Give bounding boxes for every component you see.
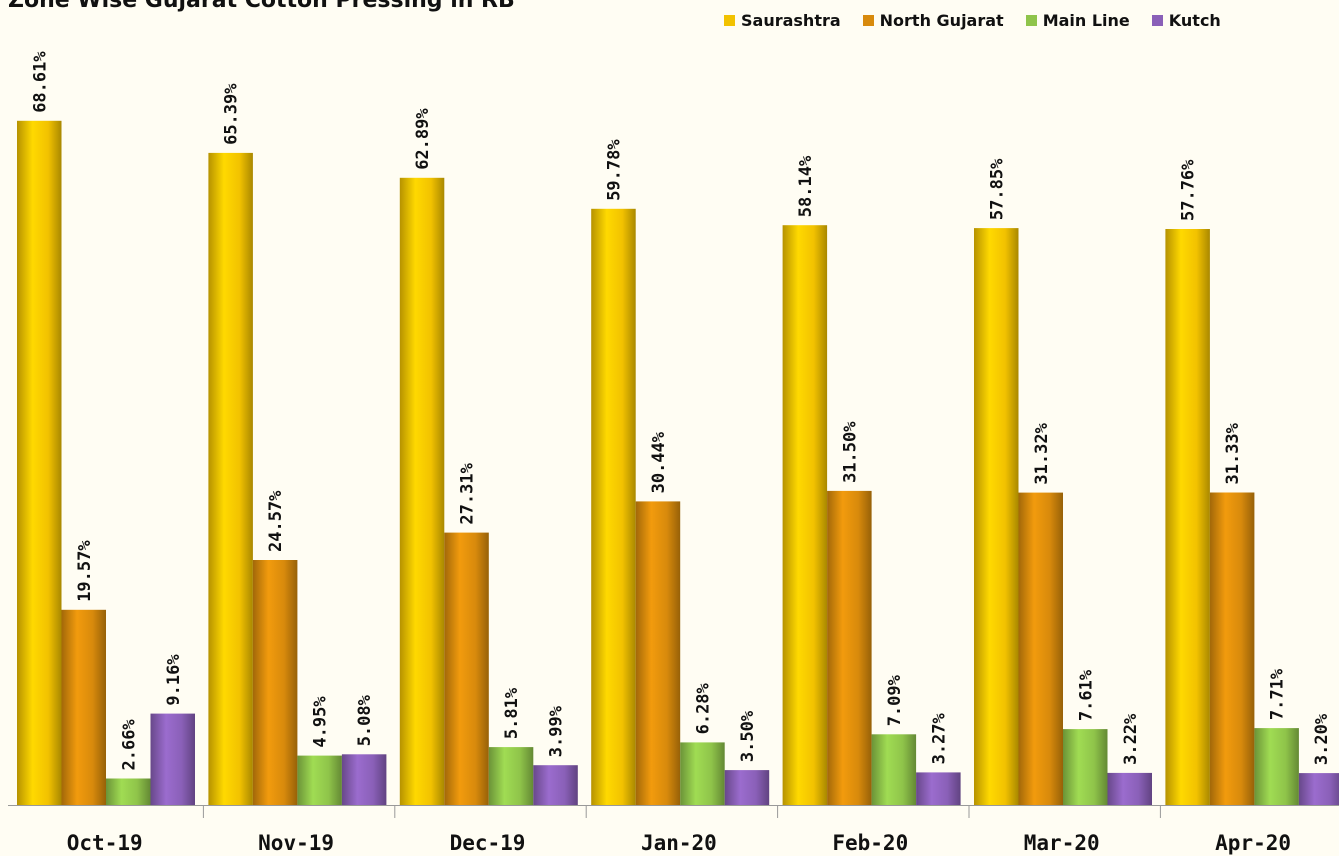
legend-item-kutch: Kutch [1151,11,1221,30]
bar-saurashtra-oct-19 [17,120,62,806]
data-label-main-line-oct-19: 2.66% [119,719,139,771]
data-label-main-line-nov-19: 4.95% [311,696,331,748]
x-tick-label-feb-20: Feb-20 [832,831,908,855]
bar-kutch-dec-19 [533,765,578,805]
bar-saurashtra-mar-20 [974,228,1019,806]
bar-main-line-jan-20 [680,742,725,805]
bar-kutch-jan-20 [724,770,770,805]
bar-kutch-feb-20 [916,772,961,805]
data-label-kutch-mar-20: 3.22% [1121,713,1141,765]
data-label-north-gujarat-mar-20: 31.32% [1032,422,1052,484]
data-label-kutch-feb-20: 3.27% [929,712,949,764]
data-label-north-gujarat-nov-19: 24.57% [266,490,286,552]
x-tick-label-nov-19: Nov-19 [258,831,334,855]
data-label-main-line-jan-20: 6.28% [694,682,714,734]
bar-kutch-apr-20 [1298,773,1339,805]
bar-north-gujarat-feb-20 [827,490,872,805]
data-label-kutch-oct-19: 9.16% [164,654,184,706]
data-label-main-line-dec-19: 5.81% [502,687,522,739]
data-label-north-gujarat-apr-20: 31.33% [1223,422,1243,484]
legend-item-north-gujarat: North Gujarat [862,11,1004,30]
data-label-saurashtra-jan-20: 59.78% [605,139,625,201]
data-label-main-line-apr-20: 7.71% [1268,668,1288,720]
data-label-saurashtra-dec-19: 62.89% [413,108,433,170]
x-tick-label-mar-20: Mar-20 [1024,831,1100,855]
data-label-north-gujarat-jan-20: 30.44% [649,431,669,493]
bar-kutch-nov-19 [341,754,387,805]
bar-main-line-oct-19 [106,778,151,805]
bar-saurashtra-apr-20 [1165,229,1210,805]
bar-north-gujarat-nov-19 [252,560,298,805]
bar-saurashtra-dec-19 [399,177,445,806]
bar-north-gujarat-jan-20 [635,501,681,805]
data-label-kutch-dec-19: 3.99% [547,705,567,757]
bar-saurashtra-jan-20 [591,208,636,806]
bar-main-line-apr-20 [1254,728,1299,805]
legend-swatch [724,15,735,26]
legend-item-main-line: Main Line [1025,11,1130,30]
bar-main-line-dec-19 [488,747,534,805]
legend-label: Main Line [1042,11,1130,30]
legend-swatch [1151,15,1163,26]
data-label-kutch-apr-20: 3.20% [1312,713,1332,765]
bar-main-line-mar-20 [1063,729,1108,805]
data-label-main-line-mar-20: 7.61% [1076,669,1096,721]
bar-saurashtra-feb-20 [782,225,828,805]
bar-main-line-nov-19 [297,755,342,805]
bar-north-gujarat-mar-20 [1018,492,1063,805]
legend-label: North Gujarat [879,11,1004,30]
chart-legend: Saurashtra North Gujarat Main Line Kutch [724,11,1221,30]
data-label-north-gujarat-oct-19: 19.57% [75,540,95,602]
x-tick-label-jan-20: Jan-20 [641,831,717,855]
x-tick-label-apr-20: Apr-20 [1215,831,1291,855]
chart-title: Zone Wise Gujarat Cotton Pressing in RB [8,0,515,13]
data-label-north-gujarat-feb-20: 31.50% [840,421,860,483]
data-label-saurashtra-nov-19: 65.39% [222,83,242,145]
legend-label: Saurashtra [741,11,841,30]
bar-saurashtra-nov-19 [208,152,253,805]
bar-north-gujarat-oct-19 [61,609,106,805]
legend-label: Kutch [1168,11,1221,30]
bar-kutch-mar-20 [1107,772,1152,805]
bar-north-gujarat-dec-19 [444,532,489,805]
data-label-saurashtra-mar-20: 57.85% [987,158,1007,220]
bar-north-gujarat-apr-20 [1209,492,1255,805]
legend-swatch [1025,15,1037,26]
data-label-north-gujarat-dec-19: 27.31% [458,462,478,524]
data-label-saurashtra-oct-19: 68.61% [30,51,50,113]
data-label-saurashtra-feb-20: 58.14% [796,155,816,217]
x-tick-label-oct-19: Oct-19 [67,831,143,855]
bar-main-line-feb-20 [871,734,917,805]
data-label-kutch-jan-20: 3.50% [738,710,758,762]
bar-kutch-oct-19 [150,713,195,805]
x-tick-label-dec-19: Dec-19 [450,831,526,855]
data-label-main-line-feb-20: 7.09% [885,674,905,726]
data-label-kutch-nov-19: 5.08% [355,694,375,746]
legend-swatch [862,15,874,26]
data-label-saurashtra-apr-20: 57.76% [1179,159,1199,221]
legend-item-saurashtra: Saurashtra [724,11,841,30]
